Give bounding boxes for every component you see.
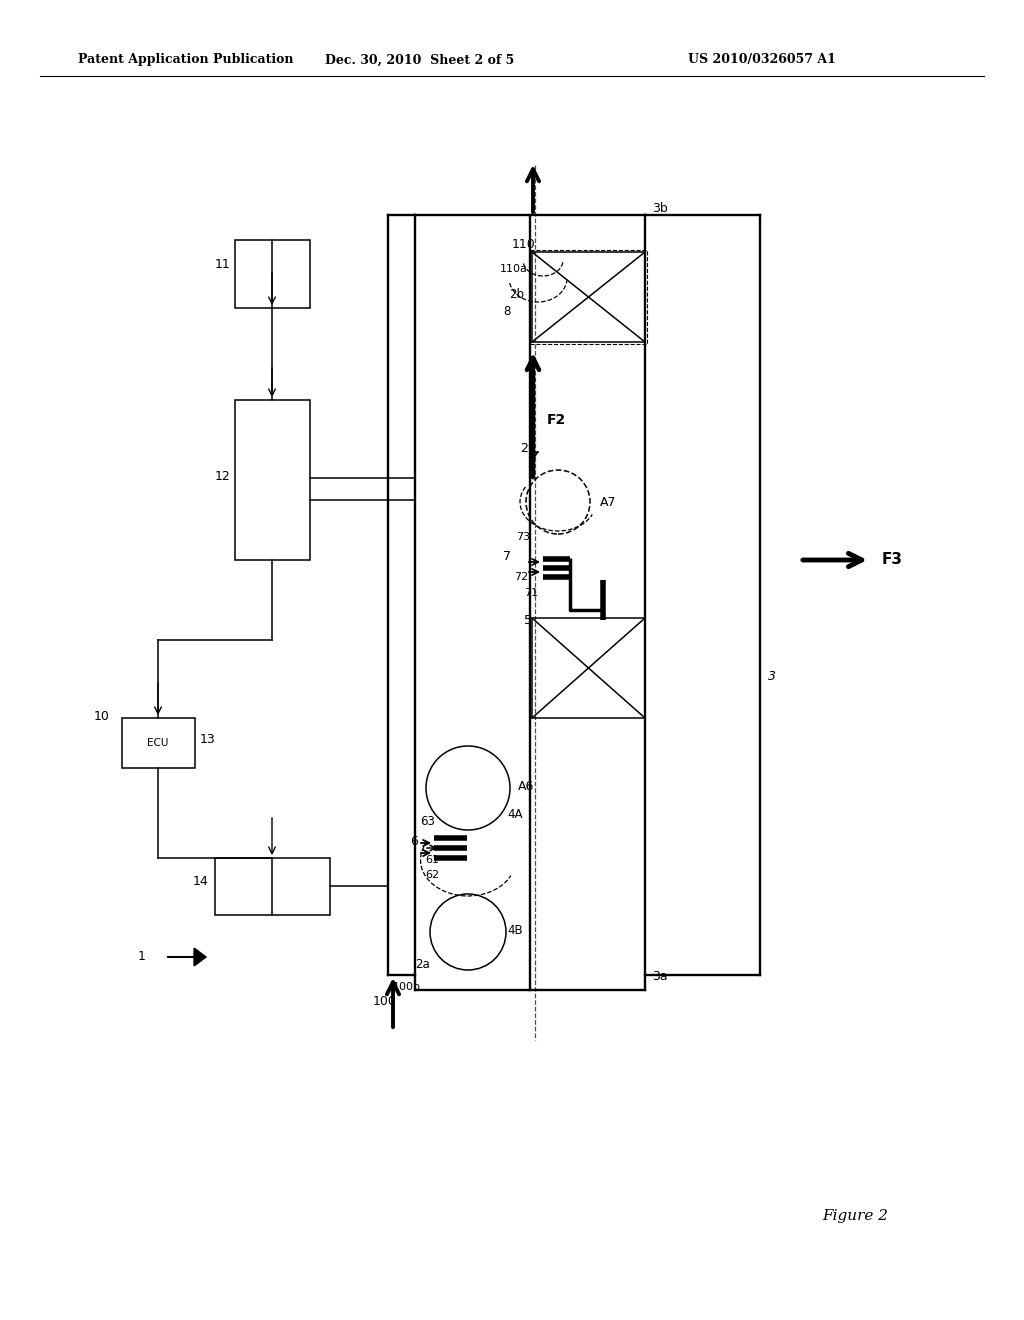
Bar bbox=[532, 618, 645, 718]
Text: 110a: 110a bbox=[500, 264, 528, 275]
Text: F2: F2 bbox=[547, 413, 566, 426]
Text: F3: F3 bbox=[882, 553, 903, 568]
Text: 72: 72 bbox=[514, 572, 528, 582]
Text: 2b: 2b bbox=[509, 288, 524, 301]
Text: 2a: 2a bbox=[415, 958, 430, 972]
Text: A6: A6 bbox=[518, 780, 535, 792]
Text: 100b: 100b bbox=[393, 982, 421, 993]
Text: 2: 2 bbox=[520, 442, 528, 455]
Text: 110: 110 bbox=[512, 238, 536, 251]
Bar bbox=[532, 252, 645, 342]
Text: Figure 2: Figure 2 bbox=[822, 1209, 888, 1224]
Bar bbox=[234, 400, 310, 560]
Bar bbox=[215, 858, 330, 915]
Text: 3b: 3b bbox=[652, 202, 668, 215]
Text: ECU: ECU bbox=[147, 738, 169, 748]
Text: 3: 3 bbox=[768, 671, 776, 682]
Text: 1: 1 bbox=[138, 950, 146, 964]
Bar bbox=[234, 240, 310, 308]
Text: A7: A7 bbox=[600, 495, 616, 508]
Text: 11: 11 bbox=[214, 257, 230, 271]
Text: 8: 8 bbox=[503, 305, 510, 318]
Text: 5: 5 bbox=[524, 614, 532, 627]
Text: 4B: 4B bbox=[507, 924, 522, 936]
Text: 62: 62 bbox=[425, 870, 439, 880]
Text: 14: 14 bbox=[193, 875, 208, 888]
Bar bbox=[122, 718, 195, 768]
Text: Dec. 30, 2010  Sheet 2 of 5: Dec. 30, 2010 Sheet 2 of 5 bbox=[326, 54, 515, 66]
Text: 7: 7 bbox=[503, 550, 511, 564]
Text: 3a: 3a bbox=[652, 970, 668, 983]
Text: 100: 100 bbox=[373, 995, 397, 1008]
Text: 13: 13 bbox=[200, 733, 216, 746]
Text: 12: 12 bbox=[214, 470, 230, 483]
Text: 4A: 4A bbox=[507, 808, 522, 821]
Text: 71: 71 bbox=[524, 587, 539, 598]
Text: 61: 61 bbox=[425, 855, 439, 865]
Text: Patent Application Publication: Patent Application Publication bbox=[78, 54, 294, 66]
Text: US 2010/0326057 A1: US 2010/0326057 A1 bbox=[688, 54, 836, 66]
Text: 10: 10 bbox=[94, 710, 110, 723]
Bar bbox=[530, 249, 647, 345]
FancyArrowPatch shape bbox=[168, 949, 206, 965]
Text: 73: 73 bbox=[516, 532, 530, 543]
Text: 63: 63 bbox=[420, 814, 435, 828]
Text: 6: 6 bbox=[410, 836, 418, 847]
